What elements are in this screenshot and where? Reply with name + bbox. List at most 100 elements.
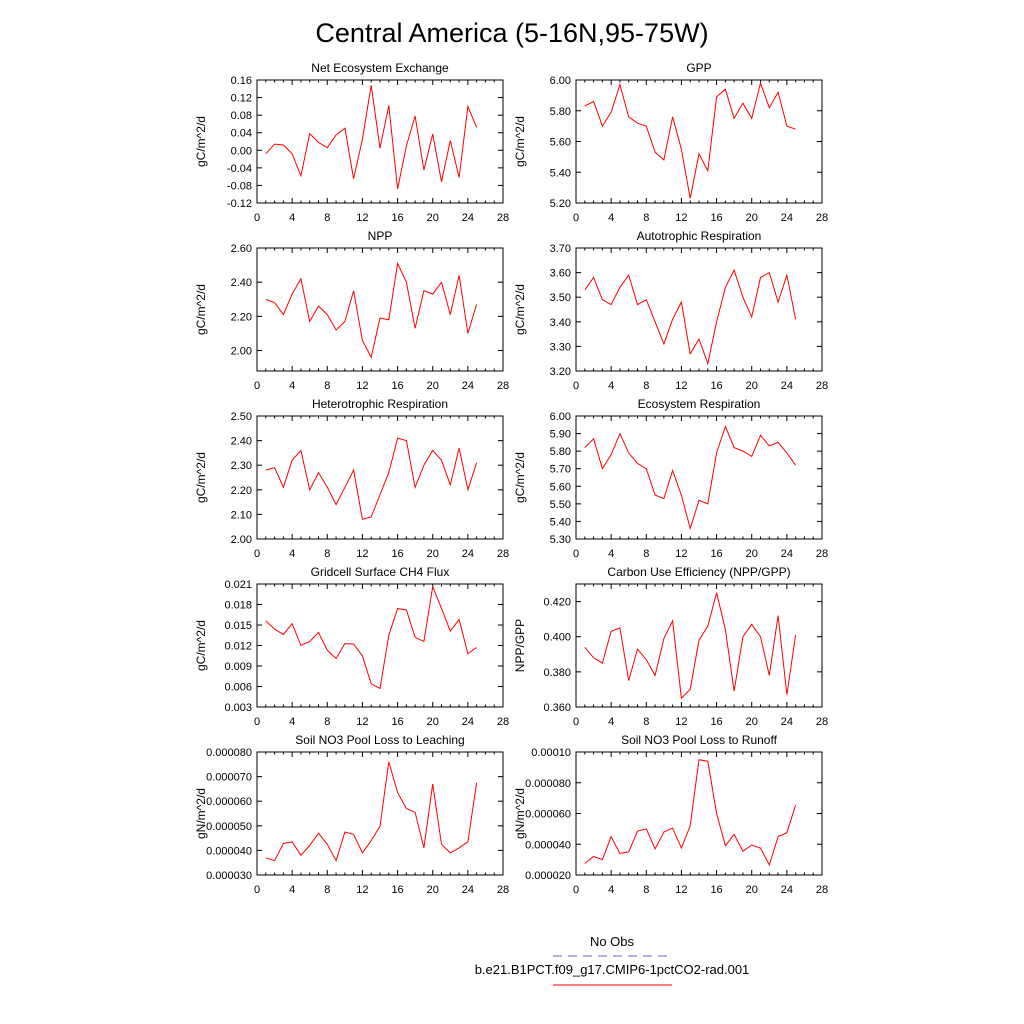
y-tick-label: 5.80: [550, 106, 571, 118]
x-tick-label: 20: [427, 548, 439, 560]
y-tick-label: 3.20: [550, 366, 571, 378]
plot-frame: [256, 79, 504, 204]
x-tick-label: 20: [746, 548, 758, 560]
panel-gridcell-surface-ch4-flux: Gridcell Surface CH4 Flux gC/m^2/d 0 4 8 12 16…: [194, 565, 509, 728]
x-tick-label: 16: [391, 380, 403, 392]
x-tick-label: 28: [497, 884, 509, 896]
y-tick-label: 0.00: [231, 145, 252, 157]
y-tick-label: 0.000050: [206, 821, 252, 833]
plot-frame: [575, 247, 823, 372]
y-tick-label: 2.50: [231, 411, 252, 423]
x-tick-label: 16: [391, 212, 403, 224]
plot-frame: [575, 583, 823, 708]
panel-title: Soil NO3 Pool Loss to Leaching: [295, 733, 464, 747]
y-tick-label: 0.012: [224, 641, 252, 653]
panel-ecosystem-respiration: Ecosystem Respiration gC/m^2/d 0 4 8 12 16 20 24…: [513, 397, 828, 560]
x-tick-label: 28: [816, 884, 828, 896]
x-tick-label: 16: [710, 716, 722, 728]
y-tick-label: 5.70: [550, 464, 571, 476]
series-line: [265, 437, 478, 520]
x-tick-label: 4: [608, 548, 614, 560]
series-line: [584, 81, 796, 199]
x-tick-label: 20: [427, 212, 439, 224]
panel-autotrophic-respiration: Autotrophic Respiration gC/m^2/d 0 4 8 12 16 20…: [513, 229, 828, 392]
y-tick-label: 6.00: [550, 75, 571, 87]
x-tick-label: 24: [462, 716, 474, 728]
panel-soil-no3-pool-loss-to-leaching: Soil NO3 Pool Loss to Leaching gN/m^2/d 0 4…: [194, 733, 509, 896]
x-tick-label: 8: [643, 884, 649, 896]
x-tick-label: 8: [324, 884, 330, 896]
x-tick-label: 28: [497, 716, 509, 728]
x-tick-label: 16: [391, 548, 403, 560]
y-tick-label: 2.10: [231, 509, 252, 521]
y-tick-label: 2.20: [231, 311, 252, 323]
x-tick-label: 4: [608, 716, 614, 728]
y-tick-label: 0.12: [231, 93, 252, 105]
y-tick-label: 0.000030: [206, 870, 252, 882]
x-tick-label: 0: [254, 884, 260, 896]
y-tick-label: 3.30: [550, 341, 571, 353]
y-tick-label: 0.009: [224, 661, 252, 673]
y-tick-label: 5.40: [550, 516, 571, 528]
y-tick-label: 2.00: [231, 534, 252, 546]
y-tick-label: 5.60: [550, 481, 571, 493]
x-tick-label: 8: [324, 212, 330, 224]
x-tick-label: 28: [816, 212, 828, 224]
x-tick-label: 4: [289, 884, 295, 896]
plot-frame: [575, 751, 823, 876]
series-line: [265, 761, 478, 862]
x-tick-label: 28: [497, 380, 509, 392]
y-tick-label: 0.000080: [525, 778, 571, 790]
x-tick-label: 8: [643, 548, 649, 560]
y-tick-label: 0.000070: [206, 772, 252, 784]
x-tick-label: 12: [675, 716, 687, 728]
x-tick-label: 24: [781, 212, 793, 224]
y-axis-label: gN/m^2/d: [194, 788, 208, 839]
panel-title: Gridcell Surface CH4 Flux: [311, 565, 450, 579]
plot-frame: [575, 415, 823, 540]
y-tick-label: 0.006: [224, 682, 252, 694]
y-tick-label: 2.40: [231, 277, 252, 289]
y-tick-label: 5.20: [550, 198, 571, 210]
series-line: [265, 584, 477, 690]
y-tick-label: 5.40: [550, 167, 571, 179]
y-tick-label: 0.00010: [531, 747, 571, 759]
x-tick-label: 20: [427, 380, 439, 392]
x-tick-label: 20: [427, 884, 439, 896]
x-tick-label: 12: [675, 212, 687, 224]
y-tick-label: 0.08: [231, 110, 252, 122]
series-line: [584, 268, 797, 366]
series-line: [265, 261, 478, 359]
y-tick-label: 5.90: [550, 429, 571, 441]
x-tick-label: 16: [710, 212, 722, 224]
y-tick-label: 0.420: [543, 597, 571, 609]
y-tick-label: -0.08: [227, 180, 252, 192]
panel-carbon-use-efficiency-npp-gpp: Carbon Use Efficiency (NPP/GPP) NPP/GPP 0 4…: [513, 565, 828, 728]
x-tick-label: 20: [746, 212, 758, 224]
x-tick-label: 0: [573, 884, 579, 896]
panel-title: Carbon Use Efficiency (NPP/GPP): [607, 565, 790, 579]
x-tick-label: 24: [462, 212, 474, 224]
y-tick-label: 0.04: [231, 128, 252, 140]
x-tick-label: 24: [781, 380, 793, 392]
legend-label-obs: No Obs: [590, 934, 635, 949]
x-tick-label: 12: [675, 884, 687, 896]
y-axis-label: NPP/GPP: [513, 619, 527, 672]
y-axis-label: gN/m^2/d: [513, 788, 527, 839]
panel-title: Soil NO3 Pool Loss to Runoff: [621, 733, 778, 747]
x-tick-label: 0: [254, 716, 260, 728]
x-tick-label: 4: [608, 212, 614, 224]
x-tick-label: 24: [462, 884, 474, 896]
x-tick-label: 28: [816, 548, 828, 560]
series-line: [584, 759, 797, 867]
y-tick-label: 0.000060: [206, 796, 252, 808]
x-tick-label: 16: [710, 380, 722, 392]
panel-title: GPP: [686, 61, 711, 75]
legend: No Obs b.e21.B1PCT.f09_g17.CMIP6-1pctCO2…: [475, 934, 749, 986]
x-tick-label: 0: [254, 212, 260, 224]
y-tick-label: 0.000040: [525, 839, 571, 851]
x-tick-label: 4: [608, 380, 614, 392]
y-tick-label: 2.30: [231, 460, 252, 472]
plot-frame: [256, 247, 504, 372]
x-tick-label: 12: [675, 380, 687, 392]
